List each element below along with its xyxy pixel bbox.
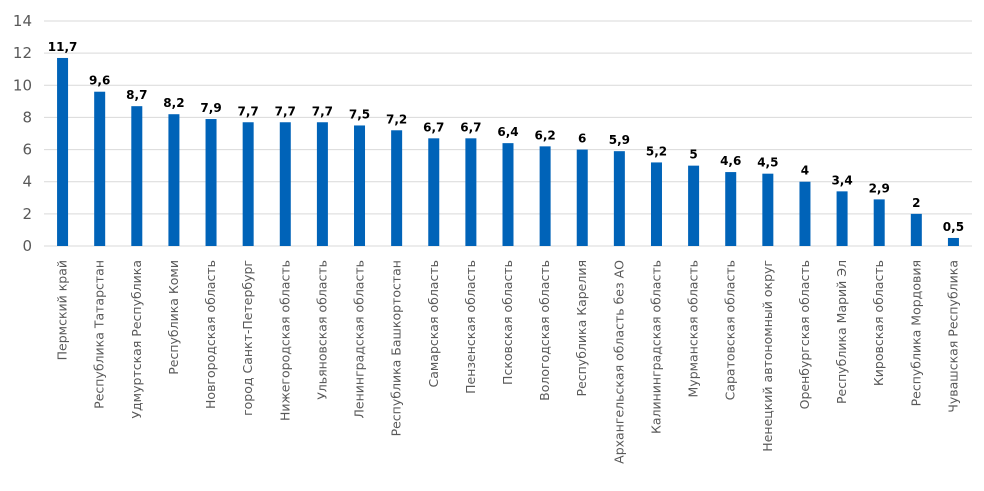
data-label: 2,9 <box>869 181 890 195</box>
bar <box>910 213 922 246</box>
y-tick-label: 12 <box>13 44 32 62</box>
bar <box>131 106 143 246</box>
y-tick-label: 14 <box>13 12 32 30</box>
bar <box>465 138 477 246</box>
data-label: 5,2 <box>646 144 667 158</box>
data-label: 6,4 <box>497 125 518 139</box>
category-label: Пензенская область <box>463 260 478 394</box>
bar <box>576 149 588 246</box>
bars <box>57 57 959 246</box>
category-label: Нижегородская область <box>277 260 292 421</box>
bar <box>391 130 403 246</box>
data-label: 4 <box>801 164 809 178</box>
bar <box>94 91 106 246</box>
bar <box>168 114 180 246</box>
category-label: Республика Мордовия <box>908 260 923 406</box>
y-axis-ticks: 0 2 4 6 8 10 12 14 <box>13 12 32 255</box>
bar <box>799 181 811 246</box>
category-label: Ненецкий автономный округ <box>760 260 775 452</box>
y-tick-label: 8 <box>22 108 32 126</box>
data-label: 3,4 <box>831 173 852 187</box>
y-tick-label: 4 <box>22 173 32 191</box>
category-label: Республика Коми <box>166 260 181 375</box>
data-label: 5,9 <box>609 133 630 147</box>
category-label: Новгородская область <box>203 260 218 409</box>
data-label: 7,7 <box>238 104 259 118</box>
data-label: 0,5 <box>943 220 964 234</box>
data-label: 7,9 <box>200 101 221 115</box>
data-label: 7,5 <box>349 107 370 121</box>
data-label: 6 <box>578 132 586 146</box>
category-label: город Санкт-Петербург <box>240 260 255 416</box>
data-label: 6,2 <box>534 128 555 142</box>
bar <box>539 146 551 246</box>
data-label: 2 <box>912 196 920 210</box>
category-label: Кировская область <box>871 260 886 386</box>
data-label: 4,6 <box>720 154 741 168</box>
bar <box>205 119 217 246</box>
bar <box>762 173 774 246</box>
bar <box>947 237 959 246</box>
bar <box>354 125 366 246</box>
data-label: 7,7 <box>275 104 296 118</box>
category-label: Республика Карелия <box>574 260 589 396</box>
bar <box>725 172 737 246</box>
category-label: Республика Марий Эл <box>834 260 849 404</box>
category-label: Республика Башкортостан <box>389 260 404 436</box>
bar <box>279 122 291 246</box>
category-label: Ульяновская область <box>314 260 329 400</box>
category-label: Вологодская область <box>537 260 552 401</box>
data-label: 7,7 <box>312 104 333 118</box>
category-label: Пермский край <box>55 260 70 360</box>
bar <box>873 199 885 246</box>
category-label: Саратовская область <box>723 260 738 400</box>
category-label: Оренбургская область <box>797 260 812 409</box>
data-label: 6,7 <box>460 120 481 134</box>
category-label: Ленинградская область <box>352 260 367 418</box>
bar <box>242 122 254 246</box>
category-label: Республика Татарстан <box>92 260 107 409</box>
category-label: Чувашская Республика <box>945 260 960 413</box>
y-tick-label: 10 <box>13 76 32 94</box>
bar <box>428 138 440 246</box>
category-label: Калининградская область <box>648 260 663 434</box>
bar <box>57 57 69 246</box>
bar <box>836 191 848 246</box>
data-label: 8,7 <box>126 88 147 102</box>
bar <box>688 165 700 246</box>
data-labels: 11,7 9,6 8,7 8,2 7,9 7,7 7,7 7,7 7,5 7,2 6,7 6,7 6,4… <box>48 40 964 234</box>
bar <box>613 151 625 246</box>
category-labels: Пермский край Республика Татарстан Удмуртс… <box>55 260 961 464</box>
data-label: 7,2 <box>386 112 407 126</box>
bar <box>316 122 328 246</box>
data-label: 11,7 <box>48 40 78 54</box>
data-label: 6,7 <box>423 120 444 134</box>
y-tick-label: 6 <box>22 141 32 159</box>
data-label: 9,6 <box>89 74 110 88</box>
data-label: 8,2 <box>163 96 184 110</box>
category-label: Удмуртская Республика <box>129 260 144 419</box>
y-tick-label: 2 <box>22 205 32 223</box>
category-label: Самарская область <box>426 260 441 388</box>
data-label: 4,5 <box>757 156 778 170</box>
category-label: Архангельская область без АО <box>611 260 626 464</box>
category-label: Псковская область <box>500 260 515 385</box>
y-tick-label: 0 <box>22 237 32 255</box>
category-label: Мурманская область <box>686 260 701 397</box>
data-label: 5 <box>689 148 697 162</box>
bar <box>502 143 514 246</box>
bar <box>650 162 662 246</box>
